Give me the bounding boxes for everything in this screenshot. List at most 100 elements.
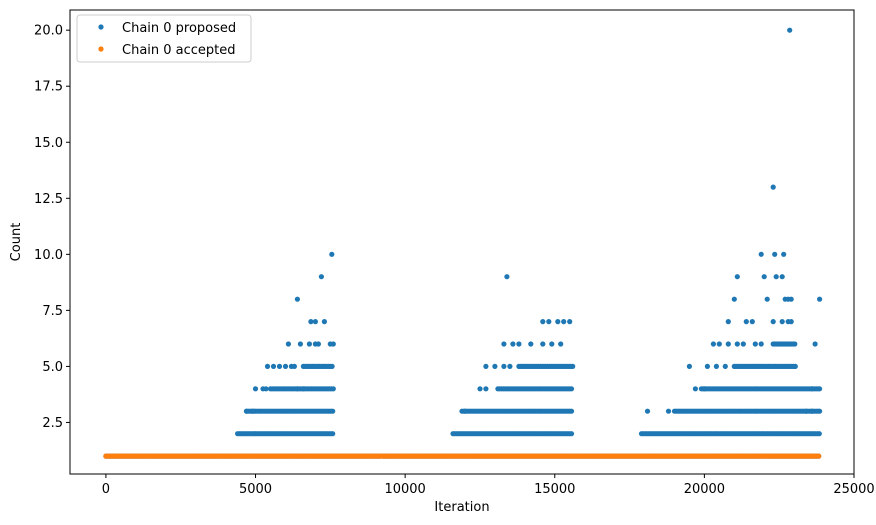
data-point <box>567 319 573 325</box>
series-1 <box>103 453 822 459</box>
data-point <box>734 274 740 280</box>
y-tick-label: 7.5 <box>42 304 63 319</box>
data-point <box>787 27 793 33</box>
data-point <box>291 363 297 369</box>
data-point <box>276 363 283 369</box>
y-tick-label: 5.0 <box>42 360 63 375</box>
y-axis-label: Count <box>9 223 24 262</box>
data-point <box>483 386 489 392</box>
data-point <box>692 386 699 392</box>
y-tick-label: 10.0 <box>34 248 63 263</box>
legend-label-accepted: Chain 0 accepted <box>122 43 236 58</box>
data-point <box>781 251 787 257</box>
data-point <box>555 319 561 325</box>
data-point <box>809 408 815 414</box>
data-point <box>507 363 513 369</box>
x-tick-label: 0 <box>102 482 110 497</box>
data-point <box>817 386 823 392</box>
data-point <box>788 319 794 325</box>
data-point <box>570 363 576 369</box>
series-layer <box>103 27 823 459</box>
data-point <box>644 408 651 414</box>
data-point <box>264 363 271 369</box>
data-point <box>817 408 823 414</box>
data-point <box>568 408 575 414</box>
data-point <box>249 408 256 414</box>
data-point <box>743 319 749 325</box>
data-point <box>734 341 740 347</box>
x-tick-label: 5000 <box>239 482 272 497</box>
data-point <box>722 363 728 369</box>
data-point <box>315 341 321 347</box>
data-point <box>252 386 259 392</box>
data-point <box>740 341 746 347</box>
legend: Chain 0 proposed Chain 0 accepted <box>76 14 252 63</box>
data-point <box>330 408 336 414</box>
y-tick-label: 15.0 <box>34 136 63 151</box>
legend-box <box>76 14 252 63</box>
legend-marker-accepted <box>98 46 104 52</box>
data-point <box>312 319 318 325</box>
data-point <box>816 431 822 437</box>
data-point <box>701 386 708 392</box>
data-point <box>761 274 767 280</box>
data-point <box>710 341 717 347</box>
data-point <box>558 341 564 347</box>
data-point <box>477 386 483 392</box>
data-point <box>329 363 335 369</box>
data-point <box>792 363 798 369</box>
data-point <box>686 363 693 369</box>
legend-label-proposed: Chain 0 proposed <box>122 21 236 36</box>
data-point <box>758 251 764 257</box>
data-point <box>546 319 552 325</box>
data-point <box>779 274 785 280</box>
x-tick-label: 10000 <box>384 482 425 497</box>
data-point <box>772 251 778 257</box>
data-point <box>716 341 722 347</box>
data-point <box>263 386 269 392</box>
x-axis: 0 5000 10000 15000 20000 25000 <box>102 474 875 497</box>
legend-marker-proposed <box>98 24 104 30</box>
data-point <box>300 386 306 392</box>
data-point <box>321 319 327 325</box>
x-axis-label: Iteration <box>434 500 489 515</box>
data-point <box>725 341 731 347</box>
data-point <box>483 363 489 369</box>
data-point <box>330 431 336 437</box>
data-point <box>462 408 468 414</box>
x-tick-label: 20000 <box>684 482 725 497</box>
data-point <box>294 386 300 392</box>
data-point <box>770 319 776 325</box>
y-axis: 2.5 5.0 7.5 10.0 12.5 15.0 17.5 20.0 <box>34 24 70 431</box>
data-point <box>568 386 575 392</box>
data-point <box>308 319 314 325</box>
y-tick-label: 12.5 <box>34 192 63 207</box>
data-point <box>282 363 289 369</box>
data-point <box>318 274 324 280</box>
y-tick-label: 2.5 <box>42 416 63 431</box>
data-point <box>764 296 770 302</box>
data-point <box>704 363 711 369</box>
data-point <box>812 341 818 347</box>
data-point <box>758 341 764 347</box>
data-point <box>731 296 737 302</box>
data-point <box>270 363 277 369</box>
data-point <box>773 274 779 280</box>
data-point <box>809 386 815 392</box>
x-tick-label: 15000 <box>534 482 575 497</box>
y-tick-label: 17.5 <box>34 80 63 95</box>
data-point <box>329 251 335 257</box>
data-point <box>330 386 336 392</box>
data-point <box>510 341 516 347</box>
data-point <box>306 341 312 347</box>
data-point <box>501 341 507 347</box>
data-point <box>492 363 498 369</box>
data-point <box>665 408 672 414</box>
data-point <box>330 341 336 347</box>
data-point <box>788 296 794 302</box>
data-point <box>749 319 755 325</box>
data-point <box>540 319 546 325</box>
data-point <box>770 184 776 190</box>
